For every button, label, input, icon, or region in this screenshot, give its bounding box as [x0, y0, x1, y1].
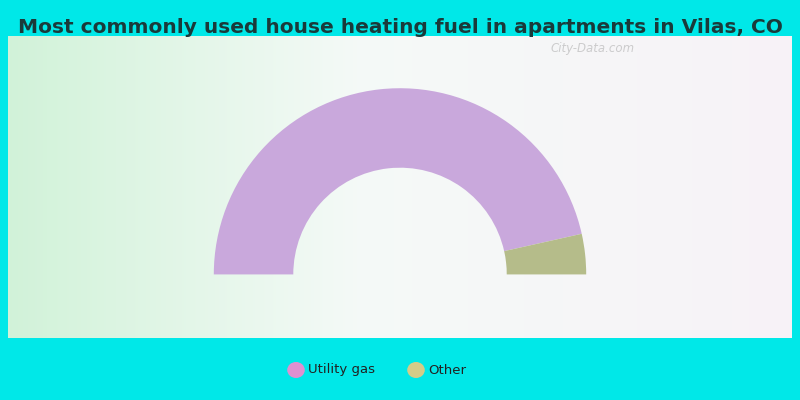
Text: Other: Other	[428, 364, 466, 376]
Text: City-Data.com: City-Data.com	[551, 42, 635, 55]
Wedge shape	[214, 88, 582, 274]
Text: Utility gas: Utility gas	[308, 364, 375, 376]
Text: Most commonly used house heating fuel in apartments in Vilas, CO: Most commonly used house heating fuel in…	[18, 18, 782, 37]
Wedge shape	[504, 234, 586, 274]
